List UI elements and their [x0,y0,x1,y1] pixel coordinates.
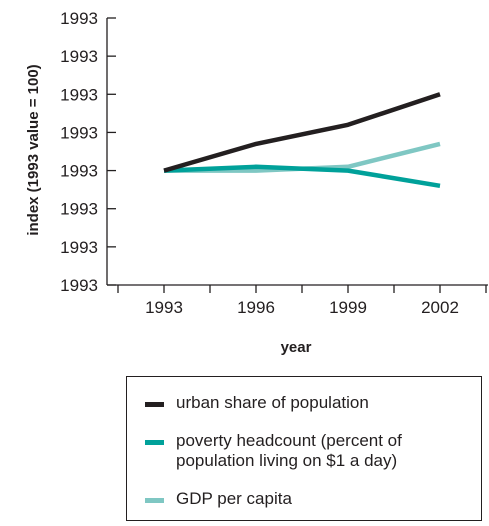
x-tick-label: 2002 [421,298,459,317]
y-tick-label: 1993 [60,238,98,257]
y-tick-label: 1993 [60,162,98,181]
y-tick-label: 1993 [60,85,98,104]
legend-label-urban-share: urban share of population [176,393,369,412]
y-tick-label: 1993 [60,123,98,142]
x-tick-label: 1999 [329,298,367,317]
legend-item-gdp-per-capita: GDP per capita [145,489,292,509]
legend-swatch-urban-share [145,402,164,407]
legend-label-poverty-headcount: poverty headcount (percent of population… [176,431,402,470]
y-tick-label: 1993 [60,9,98,28]
legend-label-gdp-per-capita: GDP per capita [176,489,292,508]
legend: urban share of population poverty headco… [126,376,482,521]
x-tick-label: 1996 [237,298,275,317]
line-chart: 1993 1993 1993 1993 1993 1993 1993 1993 1993 1996… [25,9,488,356]
chart-canvas: 1993 1993 1993 1993 1993 1993 1993 1993 1993 1996… [25,9,488,356]
series-line-1 [163,164,441,189]
series-line-0 [163,92,441,173]
y-axis-title: index (1993 value = 100) [25,64,42,235]
legend-item-poverty-headcount: poverty headcount (percent of population… [145,431,402,471]
y-tick-label: 1993 [60,276,98,295]
x-axis-title: year [281,339,312,356]
legend-swatch-gdp-per-capita [145,498,164,503]
x-tick-label: 1993 [145,298,183,317]
y-tick-label: 1993 [60,47,98,66]
legend-item-urban-share: urban share of population [145,393,369,413]
legend-swatch-poverty-headcount [145,440,164,445]
y-tick-label: 1993 [60,200,98,219]
